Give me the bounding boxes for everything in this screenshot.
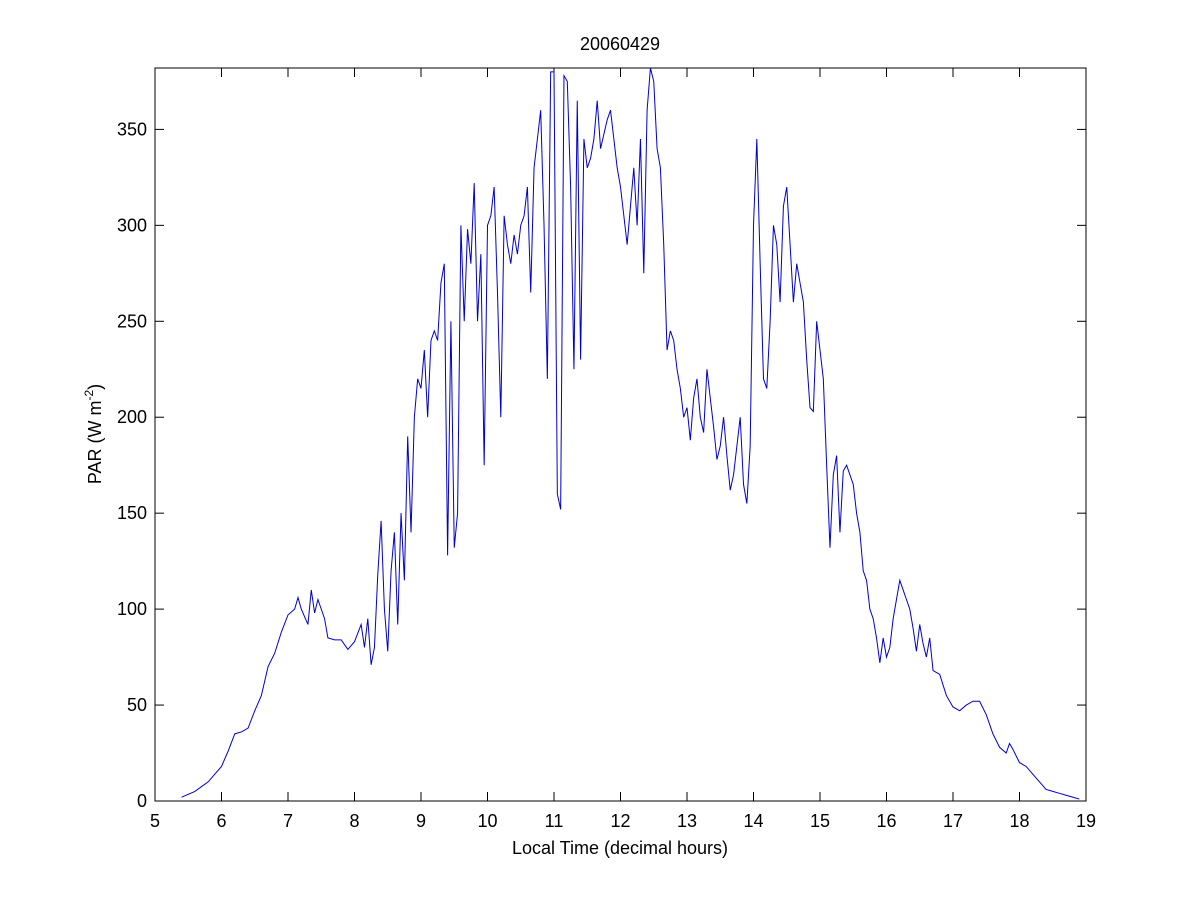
x-tick-label: 9 (416, 811, 426, 831)
x-tick-label: 11 (545, 811, 564, 831)
x-tick-label: 7 (283, 811, 293, 831)
x-tick-label: 10 (477, 811, 497, 831)
y-tick-label: 300 (117, 215, 147, 235)
x-tick-label: 8 (349, 811, 359, 831)
x-tick-label: 17 (943, 811, 963, 831)
y-tick-label: 250 (117, 311, 147, 331)
x-tick-label: 15 (810, 811, 830, 831)
x-tick-label: 16 (876, 811, 896, 831)
y-tick-label: 0 (137, 791, 147, 811)
y-tick-label: 350 (117, 119, 147, 139)
y-label-sup: -2 (82, 390, 96, 401)
x-tick-label: 14 (743, 811, 763, 831)
y-label-end: ) (85, 384, 105, 390)
x-tick-label: 13 (677, 811, 697, 831)
x-tick-label: 18 (1009, 811, 1029, 831)
x-tick-label: 19 (1076, 811, 1096, 831)
plot-area (154, 67, 1087, 802)
y-tick-label: 150 (117, 503, 147, 523)
x-tick-label: 6 (216, 811, 226, 831)
y-label-text: PAR (W m (85, 401, 105, 485)
y-tick-label: 100 (117, 599, 147, 619)
y-tick-label: 200 (117, 407, 147, 427)
chart-title: 20060429 (580, 34, 660, 54)
y-tick-label: 50 (127, 695, 147, 715)
x-axis-label: Local Time (decimal hours) (512, 838, 728, 858)
x-tick-label: 5 (150, 811, 160, 831)
y-axis-label: PAR (W m-2) (82, 384, 105, 484)
x-tick-label: 12 (610, 811, 630, 831)
data-line (181, 67, 1080, 800)
